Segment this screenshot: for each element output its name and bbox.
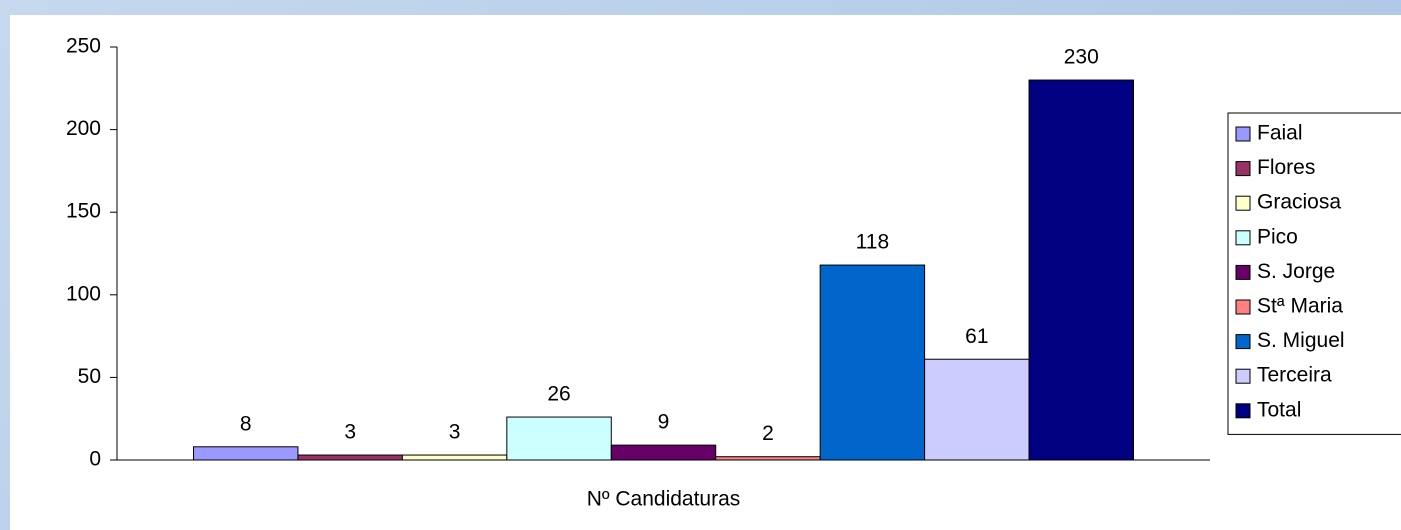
y-tick-label: 200 [66,117,101,140]
legend-swatch [1235,403,1251,419]
legend-swatch [1235,161,1251,177]
legend-swatch [1235,334,1251,350]
value-label: 2 [762,422,774,445]
y-tick-label: 100 [66,282,101,305]
value-label: 3 [344,421,356,444]
bar [297,454,403,461]
legend-label: Terceira [1257,364,1332,387]
legend-swatch [1235,195,1251,211]
bar [924,358,1030,461]
legend-swatch [1235,264,1251,280]
value-label: 118 [856,231,889,254]
x-tick-label: Nº Candidaturas [587,488,741,511]
bar [819,264,926,461]
legend-label: Faial [1257,122,1303,145]
value-label: 61 [965,325,988,348]
legend-swatch [1235,126,1251,142]
bar [610,444,717,461]
legend-swatch [1235,368,1251,384]
legend-box [1227,112,1401,435]
legend-label: Graciosa [1257,191,1341,214]
value-label: 9 [658,411,670,434]
legend-swatch [1235,230,1251,246]
legend-label: S. Jorge [1257,260,1335,283]
bar [1028,79,1134,461]
legend-label: S. Miguel [1257,329,1345,352]
value-label: 3 [449,421,461,444]
bar [193,446,299,461]
value-label: 26 [547,383,570,406]
y-tick-label: 0 [89,448,101,471]
legend-swatch [1235,299,1251,315]
value-label: 230 [1064,46,1099,69]
bar [506,416,612,461]
legend-label: Flores [1257,156,1315,179]
legend-label: Pico [1257,225,1298,248]
chart-area [10,15,1401,530]
bar [401,454,508,461]
y-tick-label: 150 [66,200,101,223]
legend-label: Stª Maria [1257,295,1343,318]
value-label: 8 [240,412,252,435]
y-tick-label: 250 [66,35,101,58]
legend-label: Total [1257,398,1301,421]
y-tick-label: 50 [78,365,101,388]
bar [715,456,821,461]
